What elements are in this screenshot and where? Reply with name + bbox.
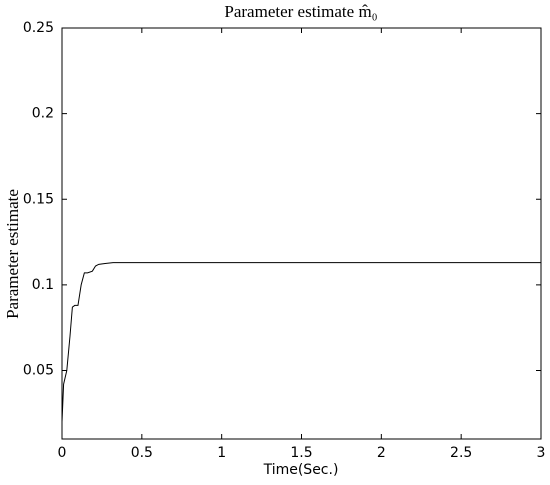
x-axis-label: Time(Sec.): [263, 462, 339, 478]
plot-frame: [61, 27, 542, 440]
y-tick-label: 0.15: [23, 191, 54, 207]
x-tick-label: 0.5: [131, 445, 153, 461]
x-tick-label: 0: [58, 445, 67, 461]
data-line: [61, 262, 541, 422]
x-tick-label: 2: [377, 445, 386, 461]
y-tick-label: 0.1: [32, 277, 54, 293]
x-tick-label: 3: [537, 445, 546, 461]
y-tick-label: 0.05: [23, 363, 54, 379]
y-tick-label: 0.25: [23, 20, 54, 36]
x-tick-label: 1: [217, 445, 226, 461]
y-tick-label: 0.2: [32, 106, 54, 122]
x-tick-label: 1.5: [290, 445, 312, 461]
chart-title: Parameter estimate m̂₀: [224, 2, 377, 21]
y-axis-label: Parameter estimate: [3, 189, 22, 319]
x-tick-label: 2.5: [450, 445, 472, 461]
